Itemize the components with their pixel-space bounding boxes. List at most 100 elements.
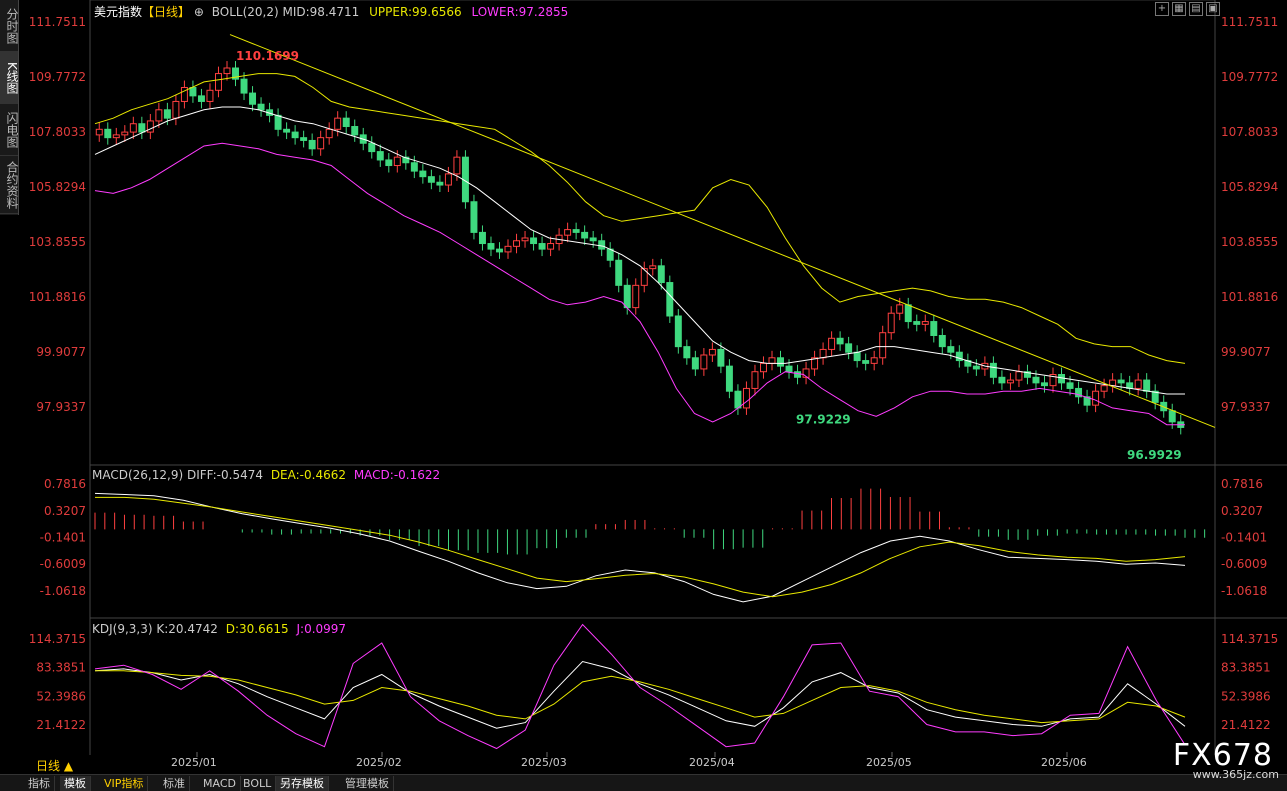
candle-body [410,162,418,172]
price-axis-label-right: 107.8033 [1221,125,1278,139]
price-axis-label-left: 105.8294 [29,180,86,194]
candle-body [1075,387,1083,398]
candle-body [393,156,401,167]
tab-manage-template[interactable]: 管理模板 [341,776,394,791]
price-header: 美元指数【日线】 ⊕ BOLL(20,2) MID:98.4711 UPPER:… [94,3,568,20]
candle-body [1015,371,1023,381]
candle-body [385,159,393,167]
kdj-j-line [94,623,1186,750]
low-label-2: 96.9929 [1127,448,1182,462]
kdj-d: D:30.6615 [225,622,289,636]
macd-diff: DIFF:-0.5474 [186,468,263,482]
candle-body [938,334,946,348]
price-axis-label-left: 109.7772 [29,70,86,84]
window-icon[interactable]: ▣ [1206,2,1220,16]
expand-icon[interactable]: + [1155,2,1169,16]
kdj-axis-label-right: 21.4122 [1221,718,1271,732]
boll-upper: UPPER:99.6566 [369,5,462,19]
candle-body [615,259,623,286]
trend-line [229,34,1216,428]
candle-body [640,268,648,286]
kdj-axis-label-left: 83.3851 [36,661,86,675]
candle-body [1092,390,1100,406]
price-panel-frame [89,0,1216,466]
kdj-k-line [94,660,1186,729]
macd-axis-label-right: 0.7816 [1221,477,1263,491]
price-panel: 110.1699 97.9229 96.9929 [94,34,1216,462]
candle-body [163,109,171,119]
price-axis-label-left: 99.9077 [36,345,86,359]
candle-body [1049,374,1057,387]
candle-body [845,343,853,353]
candle-body [759,362,767,373]
tab-flash[interactable]: 闪电图 [0,104,19,156]
macd-axis-label-right: -1.0618 [1221,584,1267,598]
fx678-logo: FX678 [1172,738,1273,773]
candle-body [836,337,844,345]
price-axis-label-right: 105.8294 [1221,180,1278,194]
candle-body [1032,376,1040,384]
period-selector[interactable]: 日线 ▲ [36,759,74,773]
price-axis-label-right: 101.8816 [1221,290,1278,304]
candle-body [657,265,665,284]
candle-body [249,92,257,105]
candle-body [794,371,802,378]
macd-axis-label-left: -0.6009 [40,557,86,571]
price-axis-label-left: 103.8555 [29,235,86,249]
instrument-title: 美元指数 [94,5,143,19]
macd-axis-label-left: 0.7816 [44,477,86,491]
tab-standard[interactable]: 标准 [159,776,190,791]
candle-body [470,201,478,233]
tab-boll[interactable]: BOLL [239,776,277,791]
tab-timeshare[interactable]: 分时图 [0,0,19,52]
candle-body [368,142,376,153]
candle-body [478,231,486,245]
candle-body [700,354,708,370]
candle-body [725,365,733,392]
kdj-j: J:0.0997 [296,622,347,636]
candle-body [351,126,359,136]
macd-axis-label-left: -0.1401 [40,531,86,545]
tab-indicator[interactable]: 指标 [24,776,55,791]
candle-body [138,123,146,133]
layout-icon[interactable]: ▦ [1172,2,1186,16]
macd-panel [94,488,1206,603]
kdj-axis-label-right: 52.3986 [1221,689,1271,703]
tab-kline[interactable]: K线图 [0,52,19,104]
candle-body [283,128,291,133]
kdj-k: K:20.4742 [156,622,218,636]
candle-body [427,176,435,183]
candle-body [487,243,495,250]
boll-mid-line [94,106,1185,395]
target-icon[interactable]: ⊕ [193,5,204,19]
tab-save-template[interactable]: 另存模板 [276,776,329,791]
period-tag: 【日线】 [142,5,191,19]
tab-macd[interactable]: MACD [199,776,241,791]
candle-body [436,181,444,186]
candle-body [1134,379,1142,389]
panel-icon[interactable]: ▤ [1189,2,1203,16]
macd-header: MACD(26,12,9) DIFF:-0.5474 DEA:-0.4662 M… [92,468,440,482]
logo-url: www.365jz.com [1192,768,1279,781]
kdj-axis-label-left: 114.3715 [29,632,86,646]
candle-body [674,315,682,348]
candle-body [598,240,606,250]
axis-labels: 111.7511 111.7511 109.7772 109.7772 107.8033… [29,15,1279,769]
macd-axis-label-left: -1.0618 [40,584,86,598]
tab-vip-indicator[interactable]: VIP指标 [100,776,149,791]
tab-template[interactable]: 模板 [60,776,91,791]
kdj-axis-label-right: 83.3851 [1221,661,1271,675]
candle-body [632,284,640,309]
candle-body [811,357,819,370]
candle-body [1066,382,1074,389]
candle-body [972,365,980,370]
candle-body [853,351,861,362]
candle-body [1117,379,1125,384]
candle-body [376,151,384,161]
macd-axis-label-right: -0.1401 [1221,531,1267,545]
candle-body [538,243,546,250]
candle-body [1109,379,1117,387]
bottom-tab-bar: 指标 模板 VIP指标 标准 MACD BOLL 另存模板 管理模板 [0,774,1287,791]
tab-contract-info[interactable]: 合约资料 [0,156,19,214]
